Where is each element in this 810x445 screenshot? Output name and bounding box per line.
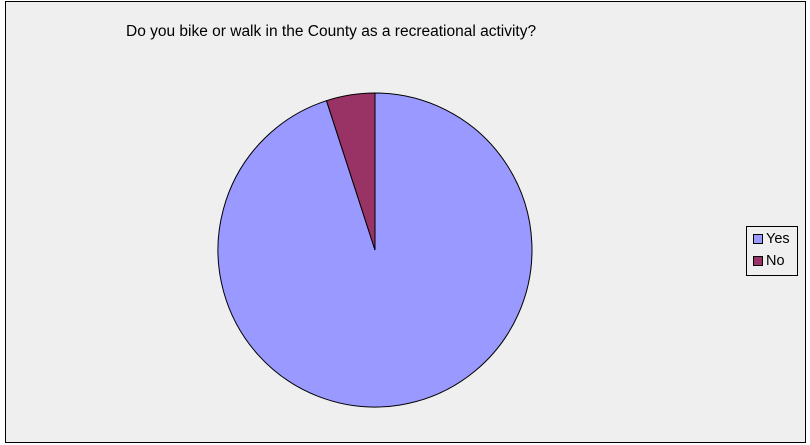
legend-swatch-yes xyxy=(753,234,763,244)
legend-swatch-no xyxy=(753,256,763,266)
legend-item-no: No xyxy=(753,252,785,270)
pie-slice-no xyxy=(325,92,376,251)
chart-area: Do you bike or walk in the County as a r… xyxy=(5,1,806,443)
chart-title: Do you bike or walk in the County as a r… xyxy=(126,23,537,40)
pie-chart xyxy=(217,92,533,408)
chart-legend: Yes No xyxy=(746,226,798,276)
legend-label-no: No xyxy=(766,253,785,269)
legend-item-yes: Yes xyxy=(753,230,790,248)
legend-label-yes: Yes xyxy=(766,231,790,247)
